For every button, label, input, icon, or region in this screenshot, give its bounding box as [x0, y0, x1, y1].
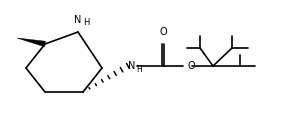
- Text: O: O: [187, 61, 195, 71]
- Text: H: H: [83, 18, 89, 27]
- Polygon shape: [17, 38, 45, 47]
- Text: O: O: [159, 27, 167, 37]
- Text: N: N: [128, 61, 136, 71]
- Text: H: H: [136, 66, 142, 75]
- Text: N: N: [74, 15, 82, 25]
